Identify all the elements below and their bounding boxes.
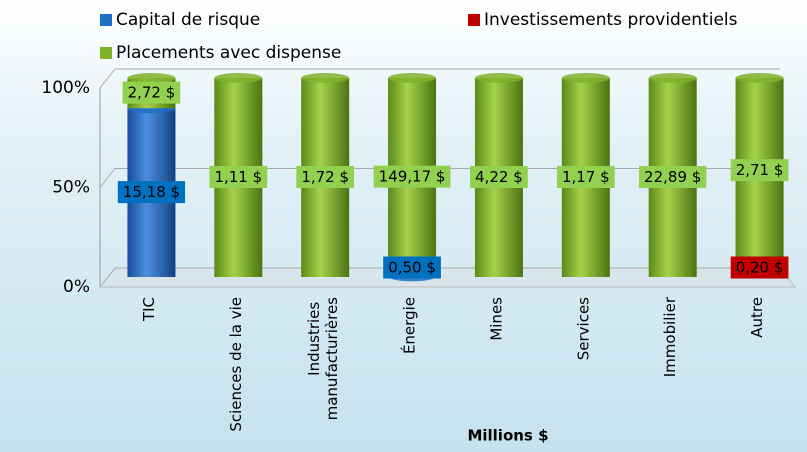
data-label: 1,72 $ — [301, 168, 349, 186]
data-label-box — [470, 166, 528, 188]
data-label-box — [639, 166, 707, 188]
legend-label: Placements avec dispense — [116, 43, 341, 63]
x-axis-title: Millions $ — [467, 427, 548, 445]
x-tick-group: Mines — [487, 297, 505, 341]
x-tick-group: Immobilier — [661, 296, 679, 377]
bar-cap — [474, 73, 523, 83]
data-label: 22,89 $ — [644, 168, 701, 186]
legend-swatch — [468, 14, 480, 26]
legend-swatch — [100, 47, 112, 59]
data-label-box — [117, 181, 186, 204]
data-label: 1,17 $ — [562, 168, 610, 186]
legend-label: Capital de risque — [116, 10, 260, 30]
x-tick-label: Autre — [748, 297, 766, 338]
y-tick-label: 100% — [41, 78, 90, 98]
x-tick-group: TIC — [140, 297, 158, 322]
bar-cap — [561, 73, 610, 83]
grid-line — [99, 68, 780, 89]
data-label: 2,72 $ — [128, 84, 176, 102]
x-tick-group: Industries manufacturières — [305, 297, 341, 421]
data-label-box — [730, 256, 789, 279]
data-label: 1,11 $ — [214, 168, 262, 186]
data-label-box — [373, 165, 451, 188]
y-tick-label: 0% — [63, 277, 90, 297]
legend-label: Investissements providentiels — [484, 10, 738, 30]
data-label: 4,22 $ — [475, 168, 523, 186]
bar-cap — [301, 73, 350, 83]
x-tick-group: Sciences de la vie — [227, 297, 245, 432]
x-tick-group: Services — [574, 297, 592, 360]
bar-cap — [127, 73, 176, 83]
bar-cap — [735, 73, 784, 83]
data-label: 0,50 $ — [388, 259, 436, 277]
data-label: 0,20 $ — [736, 259, 784, 277]
x-tick-label: Énergie — [400, 297, 419, 354]
data-label-box — [556, 166, 615, 188]
data-label-box — [209, 166, 268, 188]
x-tick-label: Sciences de la vie — [227, 297, 245, 432]
legend-swatch — [100, 14, 112, 26]
data-label: 2,71 $ — [736, 161, 784, 179]
x-tick-group: Autre — [748, 297, 766, 338]
data-label: 15,18 $ — [123, 183, 180, 201]
data-label: 149,17 $ — [379, 168, 446, 186]
data-label-box — [730, 159, 789, 182]
x-tick-label: TIC — [140, 297, 158, 322]
x-tick-label: Industries manufacturières — [305, 297, 341, 421]
grid-line — [99, 267, 780, 288]
y-tick-label: 50% — [52, 178, 90, 198]
bar-cap — [648, 73, 697, 83]
data-label-box — [296, 166, 355, 188]
data-label-box — [383, 256, 441, 279]
x-tick-label: Immobilier — [661, 296, 679, 377]
bar-cap — [388, 73, 437, 83]
x-tick-label: Services — [574, 297, 592, 360]
x-tick-group: Énergie — [400, 297, 419, 354]
bar-cap — [214, 73, 263, 83]
x-tick-label: Mines — [487, 297, 505, 341]
data-label-box — [122, 81, 181, 104]
